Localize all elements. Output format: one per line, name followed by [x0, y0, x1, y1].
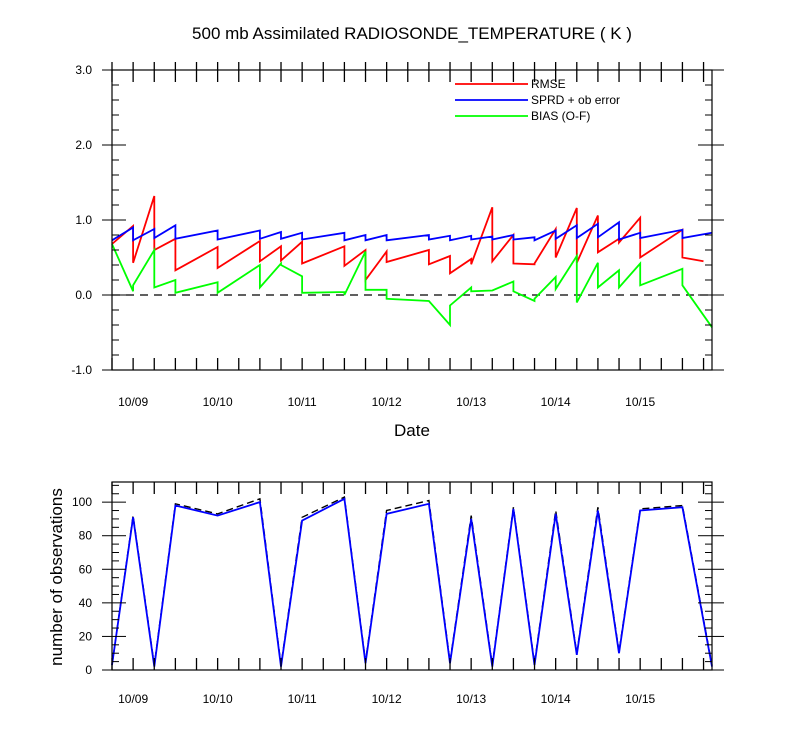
x-tick-label: 10/12	[372, 692, 402, 706]
top-x-axis-label: Date	[394, 421, 430, 440]
x-tick-label: 10/15	[625, 692, 655, 706]
x-tick-label: 10/15	[625, 395, 655, 409]
bottom-series-group	[111, 496, 713, 667]
top-axis-ticks: 10/09 10/10 10/11 10/12 10/13 10/14 10/15 -1.0 0…	[71, 62, 724, 409]
bottom-plot-frame	[111, 481, 713, 671]
series-line-bias-o-f	[111, 243, 713, 328]
bottom-chart: 10/09 10/10 10/11 10/12 10/13 10/14 10/15 0 20 40…	[72, 481, 724, 706]
y-tick-label: 0	[85, 663, 92, 677]
y-tick-label: 60	[79, 562, 93, 576]
x-tick-label: 10/12	[372, 395, 402, 409]
legend-label-rmse: RMSE	[531, 77, 566, 91]
y-tick-label: 0.0	[75, 288, 92, 302]
y-tick-label: 1.0	[75, 213, 92, 227]
series-line-observations-used	[111, 497, 713, 667]
top-chart-title: 500 mb Assimilated RADIOSONDE_TEMPERATUR…	[192, 24, 632, 43]
bottom-axis-ticks: 10/09 10/10 10/11 10/12 10/13 10/14 10/15 0 20 40…	[72, 482, 724, 706]
y-tick-label: 80	[79, 529, 93, 543]
x-tick-label: 10/11	[288, 692, 317, 706]
y-tick-label: 3.0	[75, 63, 92, 77]
x-tick-label: 10/13	[456, 692, 486, 706]
y-tick-label: 2.0	[75, 138, 92, 152]
x-tick-label: 10/09	[118, 395, 148, 409]
x-tick-label: 10/10	[203, 692, 233, 706]
x-tick-label: 10/14	[541, 692, 571, 706]
x-tick-label: 10/09	[118, 692, 148, 706]
x-tick-label: 10/11	[288, 395, 317, 409]
series-line-sprd-ob-error	[111, 220, 713, 242]
top-series-group	[111, 195, 713, 328]
y-tick-label: 100	[72, 495, 92, 509]
x-tick-label: 10/14	[541, 395, 571, 409]
top-plot-frame	[111, 69, 713, 371]
legend-label-bias: BIAS (O-F)	[531, 109, 590, 123]
top-chart: 10/09 10/10 10/11 10/12 10/13 10/14 10/15 -1.0 0…	[71, 62, 724, 409]
y-tick-label: 40	[79, 596, 93, 610]
legend-label-sprd: SPRD + ob error	[531, 93, 620, 107]
y-tick-label: 20	[79, 629, 93, 643]
x-tick-label: 10/13	[456, 395, 486, 409]
x-tick-label: 10/10	[203, 395, 233, 409]
top-legend: RMSE SPRD + ob error BIAS (O-F)	[455, 77, 620, 123]
y-tick-label: -1.0	[71, 363, 92, 377]
bottom-y-axis-label: number of observations	[47, 488, 66, 666]
series-line-observations-possible	[111, 496, 713, 666]
